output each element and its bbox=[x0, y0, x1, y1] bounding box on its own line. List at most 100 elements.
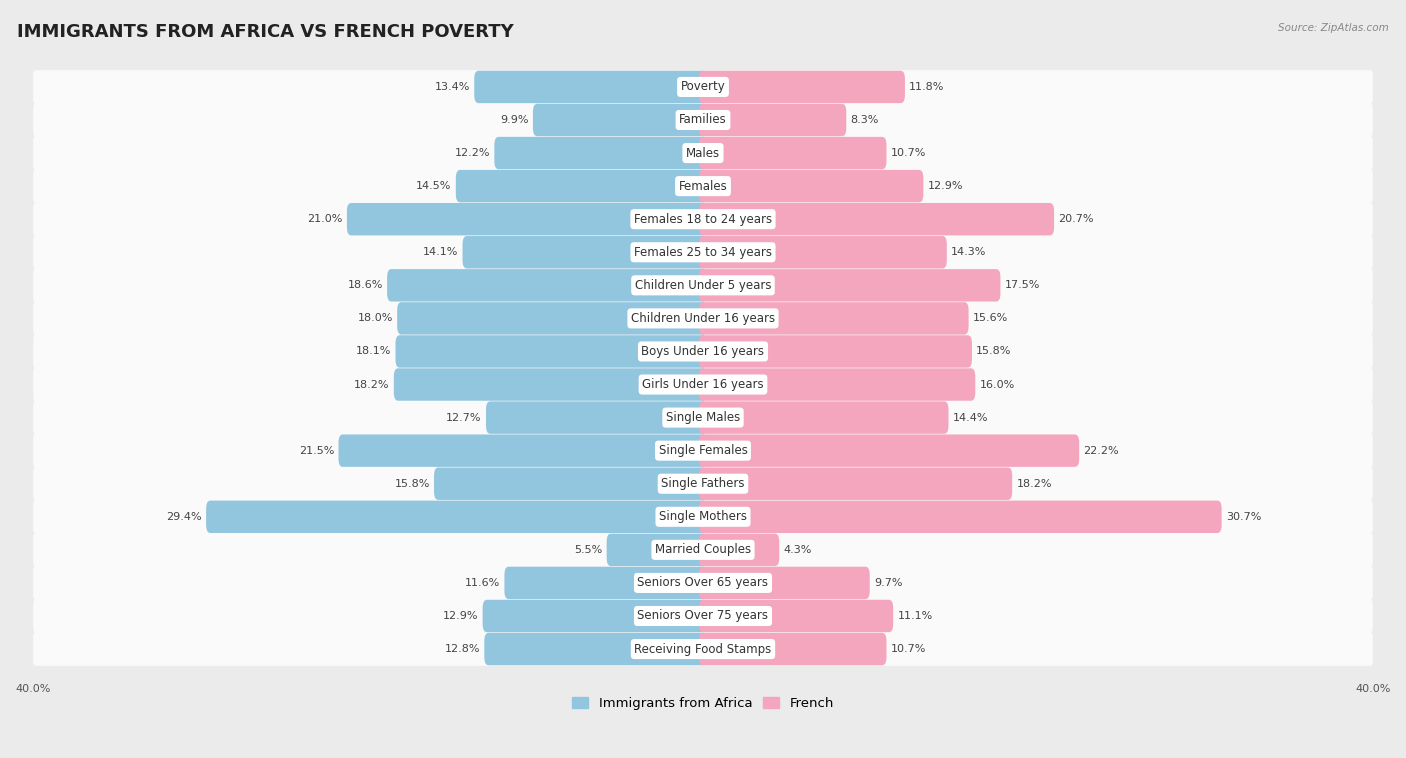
FancyBboxPatch shape bbox=[34, 70, 1372, 104]
FancyBboxPatch shape bbox=[34, 169, 1372, 203]
FancyBboxPatch shape bbox=[495, 137, 707, 169]
Text: 20.7%: 20.7% bbox=[1059, 215, 1094, 224]
Text: 9.7%: 9.7% bbox=[875, 578, 903, 588]
Bar bbox=[460, 178, 703, 194]
FancyBboxPatch shape bbox=[394, 368, 707, 401]
Text: Poverty: Poverty bbox=[681, 80, 725, 93]
Text: 29.4%: 29.4% bbox=[166, 512, 202, 522]
FancyBboxPatch shape bbox=[699, 368, 976, 401]
Bar bbox=[488, 641, 703, 657]
Text: 4.3%: 4.3% bbox=[783, 545, 811, 555]
Text: 14.1%: 14.1% bbox=[423, 247, 458, 257]
Bar bbox=[343, 443, 703, 459]
Text: Males: Males bbox=[686, 146, 720, 160]
Text: 21.0%: 21.0% bbox=[308, 215, 343, 224]
Text: Single Mothers: Single Mothers bbox=[659, 510, 747, 523]
FancyBboxPatch shape bbox=[34, 599, 1372, 633]
Bar bbox=[467, 244, 703, 260]
Text: Seniors Over 65 years: Seniors Over 65 years bbox=[637, 576, 769, 590]
FancyBboxPatch shape bbox=[34, 533, 1372, 567]
FancyBboxPatch shape bbox=[699, 70, 905, 103]
FancyBboxPatch shape bbox=[34, 334, 1372, 368]
Text: Children Under 5 years: Children Under 5 years bbox=[634, 279, 772, 292]
FancyBboxPatch shape bbox=[699, 335, 972, 368]
Bar bbox=[491, 409, 703, 425]
Text: 11.6%: 11.6% bbox=[465, 578, 501, 588]
Bar bbox=[211, 509, 703, 525]
Text: 11.8%: 11.8% bbox=[910, 82, 945, 92]
Text: Females: Females bbox=[679, 180, 727, 193]
Bar bbox=[499, 145, 703, 161]
FancyBboxPatch shape bbox=[34, 268, 1372, 302]
Bar bbox=[398, 377, 703, 393]
FancyBboxPatch shape bbox=[34, 136, 1372, 170]
FancyBboxPatch shape bbox=[484, 633, 707, 666]
Text: Source: ZipAtlas.com: Source: ZipAtlas.com bbox=[1278, 23, 1389, 33]
FancyBboxPatch shape bbox=[34, 434, 1372, 468]
Text: 18.0%: 18.0% bbox=[357, 313, 394, 324]
Bar bbox=[488, 641, 703, 657]
Bar bbox=[439, 476, 703, 492]
Text: 10.7%: 10.7% bbox=[890, 644, 927, 654]
FancyBboxPatch shape bbox=[699, 402, 949, 434]
Text: Married Couples: Married Couples bbox=[655, 543, 751, 556]
Bar bbox=[491, 409, 703, 425]
Text: 13.4%: 13.4% bbox=[434, 82, 470, 92]
Bar bbox=[343, 443, 703, 459]
Text: Single Males: Single Males bbox=[666, 411, 740, 424]
FancyBboxPatch shape bbox=[34, 302, 1372, 335]
FancyBboxPatch shape bbox=[699, 269, 1001, 302]
FancyBboxPatch shape bbox=[699, 104, 846, 136]
FancyBboxPatch shape bbox=[699, 302, 969, 334]
FancyBboxPatch shape bbox=[699, 236, 946, 268]
Bar bbox=[391, 277, 703, 293]
Text: Females 25 to 34 years: Females 25 to 34 years bbox=[634, 246, 772, 258]
FancyBboxPatch shape bbox=[486, 402, 707, 434]
Bar bbox=[401, 311, 703, 327]
Bar bbox=[610, 542, 703, 558]
Text: Girls Under 16 years: Girls Under 16 years bbox=[643, 378, 763, 391]
Bar bbox=[486, 608, 703, 624]
Bar bbox=[399, 343, 703, 359]
FancyBboxPatch shape bbox=[699, 633, 887, 666]
Text: 14.5%: 14.5% bbox=[416, 181, 451, 191]
FancyBboxPatch shape bbox=[434, 468, 707, 500]
FancyBboxPatch shape bbox=[463, 236, 707, 268]
Text: 14.3%: 14.3% bbox=[950, 247, 987, 257]
FancyBboxPatch shape bbox=[699, 434, 1080, 467]
Text: Children Under 16 years: Children Under 16 years bbox=[631, 312, 775, 325]
FancyBboxPatch shape bbox=[699, 137, 887, 169]
Bar bbox=[509, 575, 703, 590]
Text: Seniors Over 75 years: Seniors Over 75 years bbox=[637, 609, 769, 622]
Bar bbox=[352, 211, 703, 227]
Text: Females 18 to 24 years: Females 18 to 24 years bbox=[634, 213, 772, 226]
Text: Single Fathers: Single Fathers bbox=[661, 478, 745, 490]
FancyBboxPatch shape bbox=[339, 434, 707, 467]
FancyBboxPatch shape bbox=[34, 368, 1372, 402]
FancyBboxPatch shape bbox=[699, 600, 893, 632]
FancyBboxPatch shape bbox=[606, 534, 707, 566]
Text: 15.8%: 15.8% bbox=[976, 346, 1011, 356]
Text: 18.6%: 18.6% bbox=[347, 280, 382, 290]
FancyBboxPatch shape bbox=[34, 467, 1372, 500]
Bar bbox=[391, 277, 703, 293]
Bar bbox=[439, 476, 703, 492]
Bar bbox=[537, 112, 703, 128]
Bar bbox=[399, 343, 703, 359]
Text: 10.7%: 10.7% bbox=[890, 148, 927, 158]
Text: IMMIGRANTS FROM AFRICA VS FRENCH POVERTY: IMMIGRANTS FROM AFRICA VS FRENCH POVERTY bbox=[17, 23, 513, 41]
FancyBboxPatch shape bbox=[34, 103, 1372, 137]
FancyBboxPatch shape bbox=[699, 500, 1222, 533]
FancyBboxPatch shape bbox=[699, 567, 870, 599]
FancyBboxPatch shape bbox=[34, 202, 1372, 236]
Bar bbox=[467, 244, 703, 260]
Text: Single Females: Single Females bbox=[658, 444, 748, 457]
FancyBboxPatch shape bbox=[505, 567, 707, 599]
FancyBboxPatch shape bbox=[34, 500, 1372, 534]
Bar bbox=[509, 575, 703, 590]
Text: 15.6%: 15.6% bbox=[973, 313, 1008, 324]
FancyBboxPatch shape bbox=[474, 70, 707, 103]
Text: 9.9%: 9.9% bbox=[501, 115, 529, 125]
Text: 18.1%: 18.1% bbox=[356, 346, 391, 356]
Bar bbox=[211, 509, 703, 525]
